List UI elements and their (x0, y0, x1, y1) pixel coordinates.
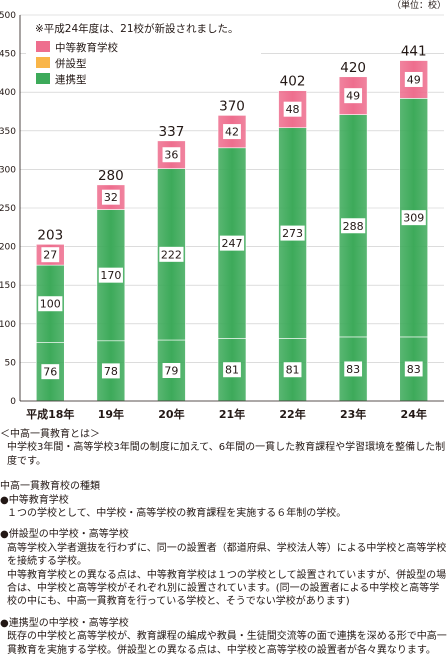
data-label: 32 (104, 191, 118, 204)
legend-label: 連携型 (55, 73, 87, 86)
data-label: 100 (40, 298, 61, 311)
y-tick-label: 250 (0, 204, 16, 214)
total-label: 370 (219, 98, 245, 114)
y-tick-label: 0 (10, 397, 16, 407)
notes-heading: ＜中高一貫教育とは＞ (0, 429, 100, 440)
data-label: 222 (161, 248, 182, 261)
data-label: 288 (343, 220, 364, 233)
legend-label: 併設型 (55, 57, 87, 70)
total-label: 402 (280, 74, 306, 90)
data-label: 81 (225, 364, 239, 377)
x-tick-label: 22年 (279, 407, 305, 421)
type2-line: を接続する学校。 (7, 556, 87, 568)
data-label-box (41, 247, 60, 263)
types-heading: 中高一貫教育校の種類 (0, 481, 100, 493)
data-label: 83 (407, 363, 421, 376)
unit-label: （単位：校） (392, 0, 446, 11)
annotation-box (26, 16, 261, 90)
y-tick-label: 50 (5, 358, 17, 368)
type1-desc: １つの学校として、中学校・高等学校の教育課程を実施する６年制の学校。 (7, 508, 347, 520)
data-label-box (401, 210, 426, 226)
data-label: 170 (100, 269, 121, 282)
data-label: 83 (346, 363, 360, 376)
data-label: 309 (403, 212, 424, 225)
legend-swatch (36, 73, 50, 84)
data-label: 79 (164, 365, 178, 378)
data-label: 76 (43, 366, 57, 379)
y-tick-label: 150 (0, 281, 16, 291)
data-label-box (219, 235, 245, 251)
data-label-box (38, 296, 63, 312)
total-label: 280 (98, 168, 124, 184)
data-label: 42 (225, 126, 239, 139)
data-label-box (223, 362, 241, 378)
y-tick-label: 500 (0, 11, 16, 21)
total-label: 420 (340, 60, 366, 76)
data-label-box (283, 101, 302, 117)
data-label-box (159, 246, 184, 262)
legend-label: 中等教育学校 (55, 41, 118, 54)
type2-title: ●併設型の中学校・高等学校 (0, 529, 129, 541)
notes-section: ＜中高一貫教育とは＞ 中学校3年間・高等学校3年間の制度に加えて、6年間の一貫し… (0, 428, 447, 657)
type1-title: ●中等教育学校 (0, 494, 69, 506)
y-tick-label: 450 (0, 50, 16, 60)
data-label-box (41, 364, 60, 380)
bars: 76 100 27 203 78 170 32 280 79 222 36 337 81 247 42 370… (35, 44, 429, 402)
data-label-box (404, 71, 423, 87)
type2-line: 中等教育学校との異なる点は、中等教育学校は１つの学校として設置されていますが、併… (7, 569, 447, 581)
data-label: 273 (282, 227, 303, 240)
data-label-box (101, 363, 120, 379)
data-label-box (341, 218, 366, 234)
x-tick-label: 平成18年 (26, 407, 74, 421)
type2-line: 合は、中学校と高等学校がそれぞれ別に設置されています。(同一の設置者による中学校… (7, 583, 440, 595)
data-label: 247 (222, 237, 243, 250)
data-label-box (404, 361, 423, 377)
bar-segment (399, 60, 429, 99)
data-label-box (280, 225, 305, 241)
data-label-box (223, 124, 241, 140)
type3-title: ●連携型の中学校・高等学校 (0, 617, 129, 629)
type3-line: 既存の中学校と高等学校が、教育課程の編成や教員・生徒間交流等の面で連携を深める形… (7, 631, 447, 643)
data-label: 81 (286, 364, 300, 377)
type2-line: 校の中にも、中高一貫教育を行っている学校と、そうでない学校があります) (7, 596, 350, 608)
chart-annotation: ※平成24年度は、21校が新設されました。 (35, 22, 239, 35)
x-tick-label: 20年 (158, 407, 184, 421)
y-tick-label: 100 (0, 320, 16, 330)
notes-definition: 中学校3年間・高等学校3年間の制度に加えて、6年間の一貫した教育課程や学習環境を… (7, 442, 446, 467)
data-label-box (283, 362, 302, 378)
y-tick-label: 400 (0, 88, 16, 98)
data-label-box (98, 267, 123, 283)
y-tick-label: 300 (0, 165, 16, 175)
data-label: 78 (104, 365, 118, 378)
type2-line: 高等学校入学者選抜を行わずに、同一の設置者（都道府県、学校法人等）による中学校と… (7, 542, 447, 554)
x-tick-label: 19年 (98, 407, 124, 421)
data-label-box (162, 363, 181, 379)
data-label: 36 (164, 149, 178, 162)
total-label: 203 (37, 227, 63, 243)
total-label: 441 (401, 44, 427, 60)
total-label: 337 (159, 124, 185, 140)
x-tick-label: 21年 (219, 407, 245, 421)
stacked-bar-chart: 0 50 100 150 200 250 300 350 400 450 500 76 100 27 20… (0, 0, 446, 421)
y-tick-label: 350 (0, 127, 16, 137)
x-tick-label: 24年 (401, 407, 427, 421)
data-label: 49 (346, 90, 360, 103)
x-tick-label: 23年 (340, 407, 366, 421)
data-label: 48 (286, 103, 300, 116)
data-label-box (344, 88, 363, 104)
type3-line: 貫教育を実施する学校。併設型との異なる点は、中学校と高等学校の設置者が各々異なり… (7, 644, 436, 656)
data-label-box (162, 147, 181, 163)
y-axis: 0 50 100 150 200 250 300 350 400 450 500 (0, 11, 21, 407)
data-label: 49 (407, 73, 421, 86)
legend-swatch (36, 41, 50, 52)
data-label-box (344, 361, 363, 377)
x-axis: 平成18年 19年 20年 21年 22年 23年 24年 (20, 400, 444, 421)
data-label: 27 (43, 249, 57, 262)
data-label-box (101, 189, 120, 205)
legend-swatch (36, 57, 50, 68)
y-tick-label: 200 (0, 243, 16, 253)
